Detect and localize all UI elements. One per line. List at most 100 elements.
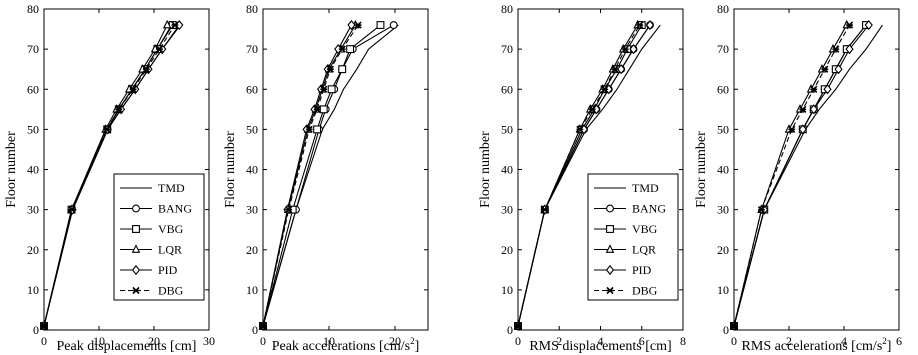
series-vbg xyxy=(730,21,870,330)
data-point-dbg xyxy=(541,205,549,214)
legend-marker-pid-shape xyxy=(131,264,141,276)
base-point xyxy=(515,323,521,329)
data-point-pid-shape xyxy=(798,124,807,135)
data-point-dbg xyxy=(821,65,829,73)
data-point-dbg-shape xyxy=(621,45,629,53)
x-tick-label: 4 xyxy=(841,334,847,348)
data-point-dbg-shape xyxy=(155,45,164,53)
y-tick-label: 10 xyxy=(501,283,513,297)
legend-marker-lqr-shape xyxy=(131,244,141,253)
data-point-dbg xyxy=(103,125,111,134)
data-point-dbg-shape xyxy=(799,105,807,113)
y-tick-label: 40 xyxy=(717,163,729,177)
data-point-pid xyxy=(834,64,843,75)
series-line-pid xyxy=(262,24,352,327)
data-point-vbg xyxy=(346,45,355,54)
x-axis-label-text: RMS displacements [cm] xyxy=(529,339,671,354)
legend-label-bang: BANG xyxy=(158,202,192,216)
y-tick-label: 60 xyxy=(717,82,729,96)
series-line-pid xyxy=(733,24,870,327)
x-tick-label: 6 xyxy=(896,334,902,348)
data-point-pid xyxy=(845,44,854,55)
axes-frame xyxy=(262,8,429,331)
y-tick-label: 80 xyxy=(246,2,258,16)
series-line-pid xyxy=(517,24,651,327)
legend-marker-pid xyxy=(131,264,141,276)
x-tick-label: 2 xyxy=(556,334,562,348)
y-tick-label: 10 xyxy=(717,283,729,297)
legend-marker-bang-shape xyxy=(132,204,140,213)
legend-marker-lqr-shape xyxy=(605,244,615,253)
data-point-dbg-shape xyxy=(171,21,179,29)
data-point-dbg-shape xyxy=(142,65,150,73)
legend-marker-lqr xyxy=(605,244,615,253)
data-point-dbg-shape xyxy=(338,45,346,53)
legend-box xyxy=(587,173,679,301)
y-tick-label: 20 xyxy=(717,243,729,257)
data-point-dbg xyxy=(354,21,362,29)
series-line-tmd xyxy=(733,24,883,327)
series-line-bang xyxy=(733,24,867,327)
data-point-vbg xyxy=(376,21,385,29)
data-point-dbg-shape xyxy=(788,125,796,134)
chart-panel-2: 0 10 20 0 10 20 30 40 50 60 70 80 Peak accelerations… xyxy=(223,2,429,354)
y-tick-label: 30 xyxy=(27,203,39,217)
data-point-pid-shape xyxy=(347,19,356,31)
data-point-dbg-shape xyxy=(285,205,293,214)
data-point-pid xyxy=(823,84,832,95)
x-tick-label: 6 xyxy=(639,334,645,348)
data-point-dbg xyxy=(600,85,609,93)
data-point-dbg xyxy=(115,105,123,113)
legend-label-bang: BANG xyxy=(632,202,666,216)
legend-marker-dbg xyxy=(132,286,140,295)
y-tick-label: 60 xyxy=(27,82,39,96)
x-axis-label: RMS accelerations [cm/s2] xyxy=(742,336,892,354)
legend-label-tmd: TMD xyxy=(632,181,659,195)
data-point-dbg-shape xyxy=(541,205,549,214)
data-point-dbg-shape xyxy=(832,45,840,53)
legend-label-dbg: DBG xyxy=(158,284,184,298)
data-point-dbg-shape xyxy=(845,21,854,29)
series-line-dbg xyxy=(43,24,176,327)
data-point-dbg-shape xyxy=(103,125,111,134)
data-point-vbg xyxy=(313,125,322,134)
y-tick-label: 50 xyxy=(717,122,729,136)
data-point-vbg-shape xyxy=(319,105,328,114)
data-point-dbg-shape xyxy=(600,85,609,93)
data-point-dbg xyxy=(142,65,150,73)
legend-marker-vbg xyxy=(606,225,614,233)
data-point-dbg xyxy=(576,125,584,134)
legend-box xyxy=(113,173,205,301)
y-tick-label: 0 xyxy=(252,323,258,337)
data-point-dbg xyxy=(611,65,619,73)
data-point-pid-shape xyxy=(617,64,626,75)
data-point-dbg-shape xyxy=(313,105,321,113)
y-tick-label: 10 xyxy=(27,283,39,297)
series-line-vbg xyxy=(262,24,381,327)
y-tick-label: 50 xyxy=(246,122,258,136)
data-point-dbg xyxy=(788,125,796,134)
x-tick-label: 0 xyxy=(731,334,737,348)
y-tick-label: 80 xyxy=(717,2,729,16)
data-point-dbg-shape xyxy=(611,65,619,73)
data-point-pid-shape xyxy=(645,19,655,31)
x-tick-label: 30 xyxy=(203,334,215,348)
data-point-bang xyxy=(389,21,398,29)
x-axis-label: Peak accelerations [cm/s2] xyxy=(272,336,420,354)
legend-marker-vbg-shape xyxy=(606,225,614,233)
y-tick-label: 30 xyxy=(501,203,513,217)
data-point-vbg-shape xyxy=(376,21,385,29)
legend-marker-pid xyxy=(605,264,615,276)
x-tick-label: 20 xyxy=(148,334,160,348)
data-point-dbg-shape xyxy=(636,21,644,29)
series-line-lqr xyxy=(733,24,848,327)
data-point-dbg xyxy=(845,21,854,29)
legend-label-lqr: LQR xyxy=(632,243,656,257)
legend-marker-dbg-shape xyxy=(606,286,614,295)
x-axis-label-text: Peak displacements [cm] xyxy=(57,339,197,354)
data-point-vbg xyxy=(327,85,336,94)
data-point-dbg-shape xyxy=(68,205,76,214)
x-tick-label: 0 xyxy=(515,334,521,348)
